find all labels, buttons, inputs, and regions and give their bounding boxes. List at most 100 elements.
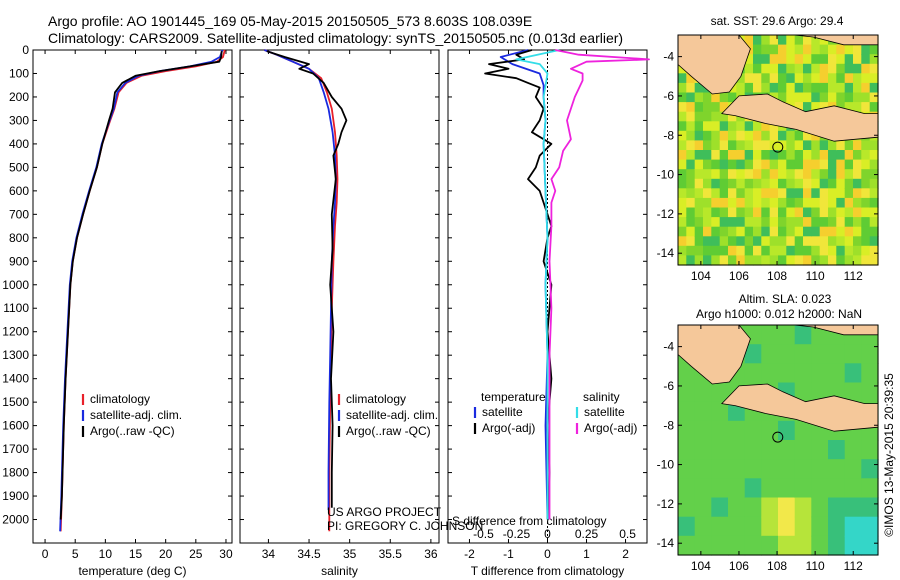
field-cell [736,140,746,151]
field-cell [844,102,854,113]
field-cell [786,255,796,266]
legend-title-salinity: salinity [583,390,620,404]
field-cell [711,516,729,537]
field-cell [678,159,687,170]
salinity-tick-label: 35 [343,547,357,561]
latitude-tick-label: -6 [663,89,674,103]
field-cell [861,535,879,556]
field-cell [744,150,754,161]
field-cell [778,363,796,384]
temperature-difference-axis-label: T difference from climatology [471,564,625,578]
depth-tick-label: 1300 [2,348,29,362]
legend-title-temperature: temperature [481,390,546,404]
field-cell [711,478,729,499]
field-cell [686,169,696,180]
field-cell [861,44,871,55]
field-cell [844,63,854,74]
salinity-line-satellite [264,49,337,511]
field-cell [811,82,821,94]
field-cell [769,121,779,132]
field-cell [769,236,779,247]
field-cell [769,217,779,228]
field-cell [778,478,796,499]
field-cell [694,382,712,403]
field-cell [678,420,696,441]
field-cell [853,63,862,74]
field-cell [803,159,812,170]
field-cell [828,516,846,537]
field-cell [744,73,754,84]
field-cell [828,217,837,228]
field-cell [853,207,862,218]
field-cell [678,255,687,266]
temperature-tick-label: 20 [159,547,173,561]
field-cell [819,217,829,228]
field-cell [703,169,712,180]
field-cell [828,54,837,65]
field-cell [744,440,762,460]
field-cell [811,92,821,103]
field-cell [686,255,696,266]
field-cell [794,178,804,189]
field-cell [778,178,787,189]
field-cell [861,363,879,384]
field-cell [786,159,796,170]
field-cell [694,226,704,237]
field-cell [761,226,771,237]
field-cell [819,226,829,237]
field-cell [794,92,804,103]
field-cell [869,226,879,237]
field-cell [744,130,754,141]
field-cell [844,226,854,237]
field-cell [803,226,812,237]
field-cell [728,92,737,103]
field-cell [694,140,704,151]
field-cell [853,197,862,209]
field-cell [744,217,754,228]
field-cell [703,178,712,189]
field-cell [711,140,721,151]
difference-line-t-argo [484,49,553,520]
field-cell [778,169,787,180]
field-cell [844,382,862,403]
field-cell [794,440,812,460]
field-cell [769,130,779,141]
field-cell [803,217,812,228]
difference-line-s-argo [548,49,650,520]
field-cell [778,255,787,266]
field-cell [728,420,746,441]
field-cell [778,73,787,84]
field-cell [828,226,837,237]
difference-legend-t-satellite-label: satellite [482,405,523,419]
temperature-tick-label: 10 [99,547,113,561]
field-cell [711,440,729,460]
field-cell [744,245,754,256]
field-cell [844,188,854,199]
pi-annotation: PI: GREGORY C. JOHNSON [327,519,483,533]
field-cell [719,159,729,170]
field-cell [844,459,862,479]
field-cell [861,140,871,151]
difference-line-s-satellite [515,49,560,520]
field-cell [761,35,771,46]
field-cell [794,188,804,199]
field-cell [711,150,721,161]
field-cell [819,82,829,94]
depth-tick-label: 1200 [2,325,29,339]
field-cell [869,245,879,256]
field-cell [778,63,787,74]
field-cell [861,92,871,103]
field-cell [811,159,821,170]
field-cell [694,478,712,499]
salinity-tick-label: 34 [262,547,276,561]
salinity-plot-frame [239,49,440,544]
field-cell [836,207,846,218]
field-cell [703,226,712,237]
latitude-tick-label: -14 [657,536,675,550]
field-cell [828,478,846,499]
field-cell [828,440,846,460]
field-cell [678,197,687,209]
field-cell [786,169,796,180]
field-cell [811,178,821,189]
field-cell [744,236,754,247]
